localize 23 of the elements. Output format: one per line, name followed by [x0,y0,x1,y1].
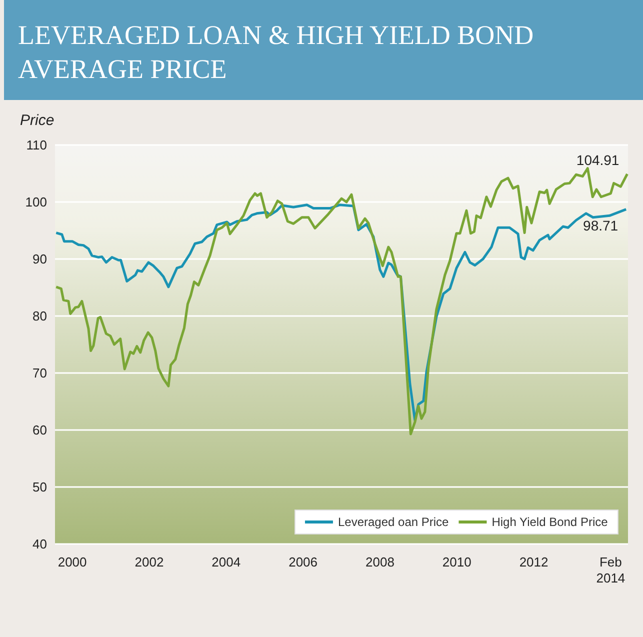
y-tick-label: 40 [32,536,47,552]
y-tick-label: 60 [32,422,47,438]
y-tick-label: 50 [32,480,47,494]
y-axis-title: Price [20,112,54,129]
y-tick-label: 100 [25,194,47,210]
annotation: 104.91 [576,152,620,168]
y-tick-label: 90 [32,252,47,266]
legend-label: High Yield Bond Price [492,515,608,529]
legend-label: Leveraged oan Price [338,515,450,529]
y-tick-label: 80 [32,308,47,324]
y-tick-label: 70 [32,366,47,380]
chart-title: LEVERAGED LOAN & HIGH YIELD BOND AVERAGE PRICE [17,19,535,86]
line-series [54,167,628,436]
x-tick-label: 2010 [442,554,472,570]
x-tick-label: 2002 [134,554,164,570]
x-tick-label: 2008 [365,554,394,570]
x-tick-label: 2006 [288,554,318,570]
x-tick-label: 2004 [212,554,241,570]
y-tick-label: 110 [26,138,47,152]
x-tick-label: 2012 [519,554,548,570]
x-tick-label: 2000 [58,554,87,570]
x-tick-label: Feb 2014 [596,554,626,586]
annotation: 98.71 [583,217,618,234]
